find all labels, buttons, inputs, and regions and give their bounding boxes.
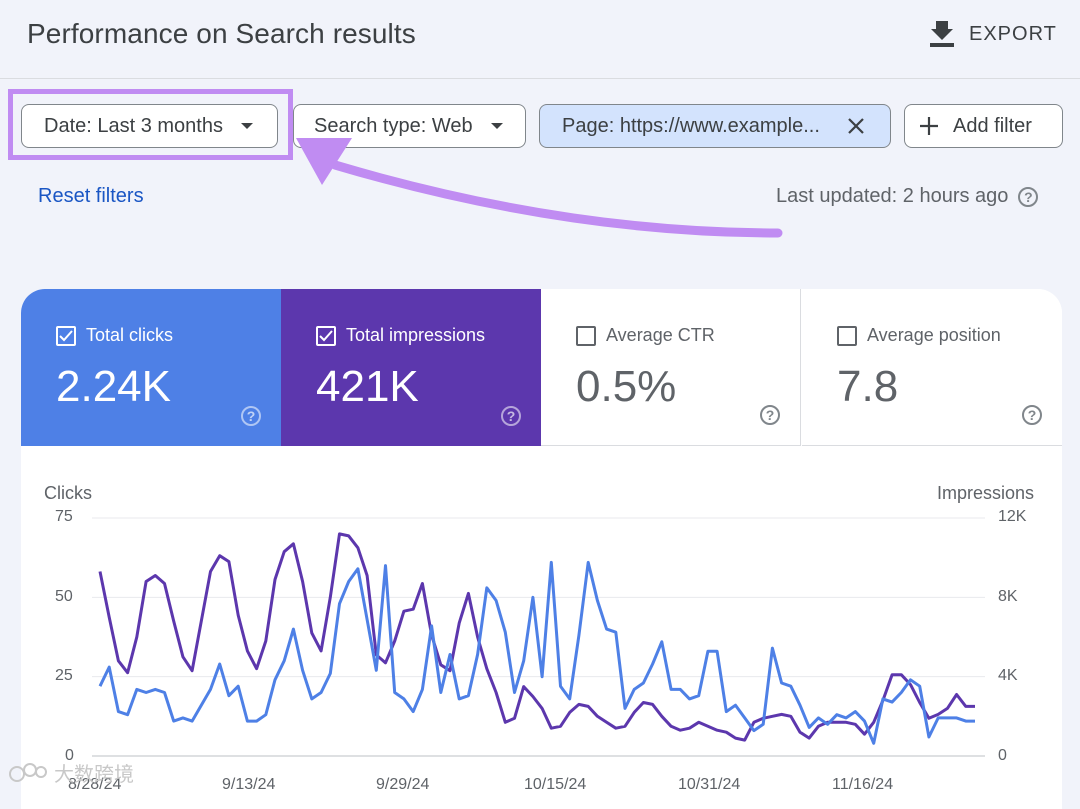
y2-tick-label: 4K [998,667,1018,684]
help-icon[interactable]: ? [1018,186,1039,207]
annotation-arrow [296,138,783,238]
last-updated-text: Last updated: 2 hours ago [776,185,1009,207]
dropdown-arrow-icon [240,123,253,129]
checkbox-unchecked-icon[interactable] [837,325,857,346]
annotation-highlight-box [8,89,293,160]
metric-total-impressions[interactable]: Total impressions 421K ? [281,289,541,446]
date-filter-label: Date: Last 3 months [44,114,223,137]
x-tick-label: 9/13/24 [222,776,276,793]
dropdown-arrow-icon [490,123,503,129]
help-icon[interactable]: ? [1022,405,1042,425]
y-tick-label: 0 [65,747,74,764]
x-tick-label: 10/31/24 [678,776,741,793]
watermark: 大数跨境 [8,758,134,787]
y2-tick-label: 8K [998,588,1018,605]
x-tick-label: 9/29/24 [376,776,430,793]
export-label: EXPORT [969,22,1057,45]
x-tick-label: 11/16/24 [832,776,894,793]
help-icon[interactable]: ? [760,405,780,425]
metric-label: Average CTR [606,325,715,345]
search-type-filter-label: Search type: Web [314,114,473,137]
metric-value: 7.8 [837,362,899,411]
help-icon[interactable]: ? [241,406,261,426]
watermark-text: 大数跨境 [54,764,134,786]
download-icon [930,21,954,47]
checkbox-checked-icon[interactable] [56,325,76,346]
y-axis-right-title: Impressions [937,483,1035,503]
metric-label: Total clicks [86,325,174,345]
metric-total-clicks[interactable]: Total clicks 2.24K ? [21,289,281,446]
y-tick-label: 75 [55,508,73,525]
y2-tick-label: 0 [998,747,1007,764]
add-filter-button[interactable]: Add filter [904,104,1063,148]
x-tick-label: 8/28/24 [68,776,122,793]
page-filter-label: Page: https://www.example... [562,114,820,137]
close-icon[interactable] [848,118,864,134]
watermark-logo-icon [9,762,47,782]
metric-value: 0.5% [576,362,677,411]
x-tick-label: 10/15/24 [524,776,587,793]
checkbox-unchecked-icon[interactable] [576,325,596,346]
y-tick-label: 50 [55,588,73,605]
page-filter-chip[interactable]: Page: https://www.example... [539,104,891,148]
page-title: Performance on Search results [27,18,416,49]
metric-label: Total impressions [346,325,486,345]
y2-tick-label: 12K [998,508,1027,525]
metric-value: 421K [316,362,419,411]
help-icon[interactable]: ? [501,406,521,426]
metric-average-position[interactable]: Average position 7.8 ? [802,289,1062,446]
y-tick-label: 25 [55,667,73,684]
metric-label: Average position [867,325,1001,345]
last-updated: Last updated: 2 hours ago ? [776,185,1039,208]
metric-value: 2.24K [56,362,171,411]
page-header: Performance on Search results EXPORT [0,0,1080,79]
checkbox-checked-icon[interactable] [316,325,336,346]
plus-icon [920,117,938,135]
add-filter-label: Add filter [953,114,1032,137]
y-axis-left-title: Clicks [44,483,92,503]
metric-average-ctr[interactable]: Average CTR 0.5% ? [541,289,801,446]
performance-card: Total clicks 2.24K ? Total impressions 4… [21,289,1062,809]
reset-filters-link[interactable]: Reset filters [38,185,144,207]
date-filter-chip[interactable]: Date: Last 3 months [21,104,278,148]
export-button[interactable]: EXPORT [930,20,1057,48]
